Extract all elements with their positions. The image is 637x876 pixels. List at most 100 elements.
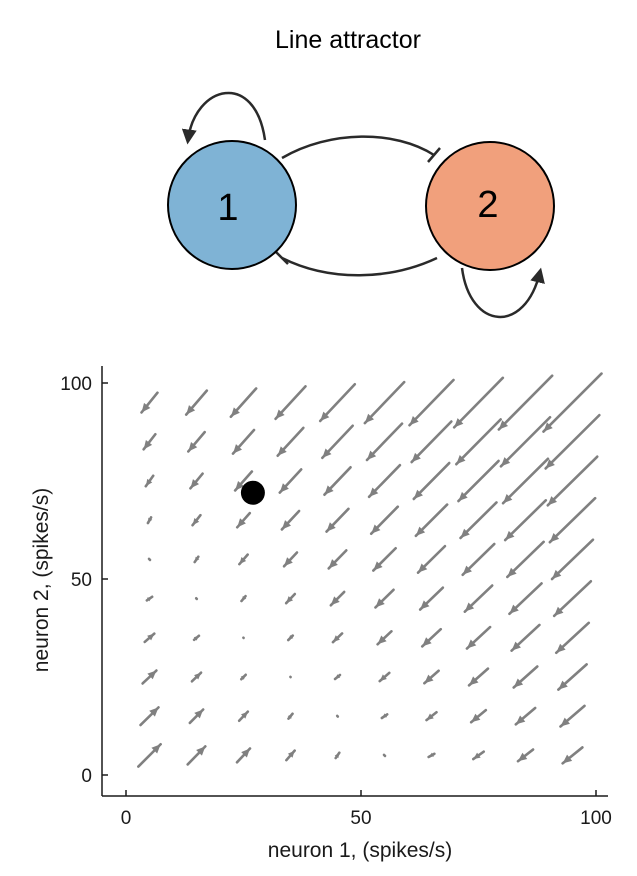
vector-arrow [329, 590, 346, 607]
inhibition-bar-at-2 [427, 147, 441, 163]
vector-arrow [423, 669, 440, 685]
vector-arrow [145, 595, 154, 602]
vector-arrow [282, 551, 299, 568]
vector-arrow [516, 748, 535, 763]
inhibition-connection-1-to-2 [281, 135, 435, 160]
vector-arrow [408, 378, 455, 427]
x-tick-label: 100 [580, 808, 612, 829]
neuron-2-node [425, 141, 555, 271]
vector-arrow [323, 465, 352, 497]
y-tick-label: 100 [60, 374, 92, 395]
vector-arrow [367, 463, 402, 499]
vector-arrow [457, 459, 500, 503]
vector-arrow [514, 706, 537, 726]
vector-arrow [229, 387, 258, 419]
phase-plane-chart: 0 50 100 0 50 100 neuron 1, (spikes/s) neuron… [30, 366, 612, 862]
vector-arrow [550, 538, 595, 581]
vector-arrow [508, 582, 543, 616]
vector-arrow [334, 751, 341, 760]
vector-arrow [186, 745, 207, 766]
vector-arrow [233, 470, 254, 492]
vector-arrow [331, 632, 344, 644]
vector-arrow [376, 630, 393, 646]
vector-arrow [416, 544, 447, 574]
vector-arrow [280, 509, 301, 531]
vector-arrow [327, 549, 348, 570]
vector-arrow [459, 501, 498, 540]
neuron-1-node [167, 140, 297, 270]
vector-arrow [276, 426, 305, 458]
vector-arrow [503, 499, 548, 542]
inhibition-connection-2-to-1 [281, 256, 438, 277]
vector-arrow [137, 742, 162, 768]
vector-arrow [548, 496, 597, 544]
vector-arrow [506, 540, 545, 579]
vector-arrow [380, 713, 389, 720]
vector-arrow [467, 667, 490, 687]
vector-arrow [235, 747, 252, 764]
vector-arrow [454, 418, 503, 466]
vector-arrow [146, 516, 153, 525]
inhibition-bar-at-1 [275, 251, 289, 265]
vector-arrow [193, 555, 200, 564]
y-tick-label: 50 [71, 570, 92, 591]
vector-arrow [378, 671, 391, 683]
y-axis-label: neuron 2, (spikes/s) [30, 488, 53, 672]
vector-arrow [188, 708, 205, 725]
vector-arrow [465, 625, 492, 650]
vector-arrow [238, 553, 249, 566]
vector-arrow [143, 632, 156, 644]
vector-arrow [286, 634, 295, 642]
diagram-title: Line attractor [275, 26, 421, 54]
vector-arrow [501, 457, 550, 505]
vector-arrow [231, 428, 256, 455]
vector-arrow [194, 596, 199, 601]
vector-arrow [335, 714, 340, 718]
vector-arrow [239, 673, 248, 681]
neuron-2-label: 2 [477, 184, 498, 226]
vector-arrow [240, 594, 247, 603]
vector-arrow [559, 704, 586, 728]
vector-arrow [363, 380, 406, 425]
vector-arrow [469, 708, 488, 724]
vector-arrow [425, 710, 438, 722]
vector-arrow [374, 588, 395, 609]
vector-arrow [189, 472, 204, 490]
vector-arrow [144, 474, 155, 488]
vector-arrow [192, 634, 201, 642]
vector-arrow [546, 455, 599, 507]
vector-arrow [190, 671, 203, 683]
vector-arrow [544, 413, 601, 470]
axis-ticks: 0 50 100 0 50 100 [60, 374, 612, 829]
neuron-1-label: 1 [217, 187, 238, 229]
vector-arrow [557, 663, 588, 691]
vector-arrow [512, 665, 539, 689]
x-tick-label: 50 [350, 808, 371, 829]
vector-arrow [463, 584, 494, 613]
vector-arrow [461, 542, 496, 577]
vector-arrow [333, 673, 342, 681]
self-excitation-arrow-1 [181, 91, 267, 145]
vector-arrow [321, 424, 354, 460]
vector-arrow [552, 579, 593, 618]
vector-arrow [497, 374, 554, 431]
vector-arrow [141, 669, 158, 685]
vector-arrow [184, 389, 209, 416]
vector-field [137, 372, 603, 768]
vector-arrow [287, 712, 294, 720]
vector-arrow [325, 507, 350, 533]
vector-arrow [554, 621, 591, 655]
vector-arrow [542, 372, 603, 433]
axes [101, 366, 608, 797]
vector-arrow [191, 513, 202, 527]
vector-arrow [278, 468, 303, 494]
vector-arrow [365, 422, 404, 462]
vector-arrow [318, 382, 357, 423]
state-point [240, 480, 265, 505]
vector-arrow [499, 415, 552, 468]
vector-arrow [142, 432, 157, 451]
vector-arrow [382, 753, 387, 758]
vector-arrow [147, 557, 152, 562]
vector-arrow [139, 706, 160, 727]
